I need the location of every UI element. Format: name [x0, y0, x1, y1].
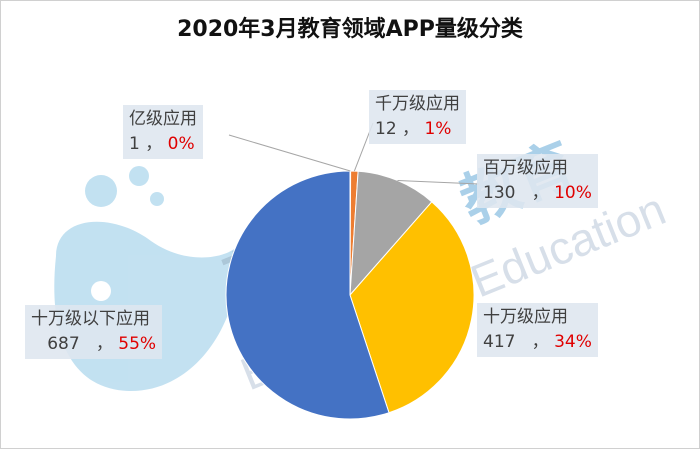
leader-line-slice-baiwan	[397, 179, 480, 185]
label-shiwan-yixia-name: 十万级以下应用	[31, 309, 150, 329]
label-yiji: 亿级应用 1 ， 0%	[123, 105, 203, 159]
label-qianwan-count: 12	[375, 119, 397, 139]
label-baiwan-count: 130	[483, 183, 516, 203]
slice-shiwan	[349, 201, 475, 414]
label-shiwan-yixia-count: 687	[47, 334, 80, 354]
label-shiwan: 十万级应用 417 ， 34%	[477, 303, 598, 357]
label-shiwan-yixia-percent: 55%	[118, 334, 157, 354]
label-baiwan-name: 百万级应用	[483, 158, 568, 178]
label-qianwan-percent: 1%	[424, 119, 452, 139]
label-baiwan: 百万级应用 130 ， 10%	[477, 154, 598, 208]
label-shiwan-name: 十万级应用	[483, 307, 568, 327]
label-qianwan: 千万级应用 12 ， 1%	[369, 90, 466, 144]
label-yiji-count: 1	[129, 134, 140, 154]
label-yiji-name: 亿级应用	[129, 109, 197, 129]
label-qianwan-name: 千万级应用	[375, 94, 460, 114]
slice-shiwan-yixia	[225, 170, 390, 420]
label-yiji-percent: 0%	[167, 134, 195, 154]
leader-line-slice-yiji	[228, 134, 351, 172]
chart-title: 2020年3月教育领域APP量级分类	[177, 17, 523, 42]
label-shiwan-percent: 34%	[554, 332, 592, 352]
label-shiwan-count: 417	[483, 332, 516, 352]
label-baiwan-percent: 10%	[554, 183, 592, 203]
slice-baiwan	[349, 170, 433, 297]
label-shiwan-yixia: 十万级以下应用 687 ， 55%	[25, 305, 163, 359]
